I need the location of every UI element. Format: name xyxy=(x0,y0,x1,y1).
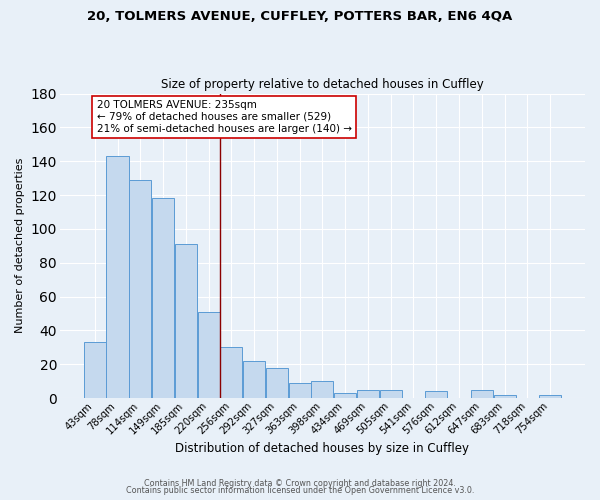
Bar xyxy=(84,342,106,398)
Bar xyxy=(471,390,493,398)
Bar xyxy=(197,312,220,398)
Bar xyxy=(311,381,334,398)
Text: 20, TOLMERS AVENUE, CUFFLEY, POTTERS BAR, EN6 4QA: 20, TOLMERS AVENUE, CUFFLEY, POTTERS BAR… xyxy=(88,10,512,23)
Bar xyxy=(494,394,515,398)
Bar xyxy=(106,156,128,398)
Bar xyxy=(425,392,447,398)
Bar xyxy=(129,180,151,398)
X-axis label: Distribution of detached houses by size in Cuffley: Distribution of detached houses by size … xyxy=(175,442,469,455)
Bar xyxy=(266,368,288,398)
Title: Size of property relative to detached houses in Cuffley: Size of property relative to detached ho… xyxy=(161,78,484,91)
Bar xyxy=(289,383,311,398)
Text: Contains HM Land Registry data © Crown copyright and database right 2024.: Contains HM Land Registry data © Crown c… xyxy=(144,478,456,488)
Text: 20 TOLMERS AVENUE: 235sqm
← 79% of detached houses are smaller (529)
21% of semi: 20 TOLMERS AVENUE: 235sqm ← 79% of detac… xyxy=(97,100,352,134)
Bar xyxy=(357,390,379,398)
Text: Contains public sector information licensed under the Open Government Licence v3: Contains public sector information licen… xyxy=(126,486,474,495)
Bar xyxy=(220,348,242,398)
Bar xyxy=(152,198,174,398)
Bar xyxy=(175,244,197,398)
Bar xyxy=(243,361,265,398)
Bar xyxy=(380,390,402,398)
Y-axis label: Number of detached properties: Number of detached properties xyxy=(15,158,25,334)
Bar xyxy=(539,394,561,398)
Bar xyxy=(334,393,356,398)
